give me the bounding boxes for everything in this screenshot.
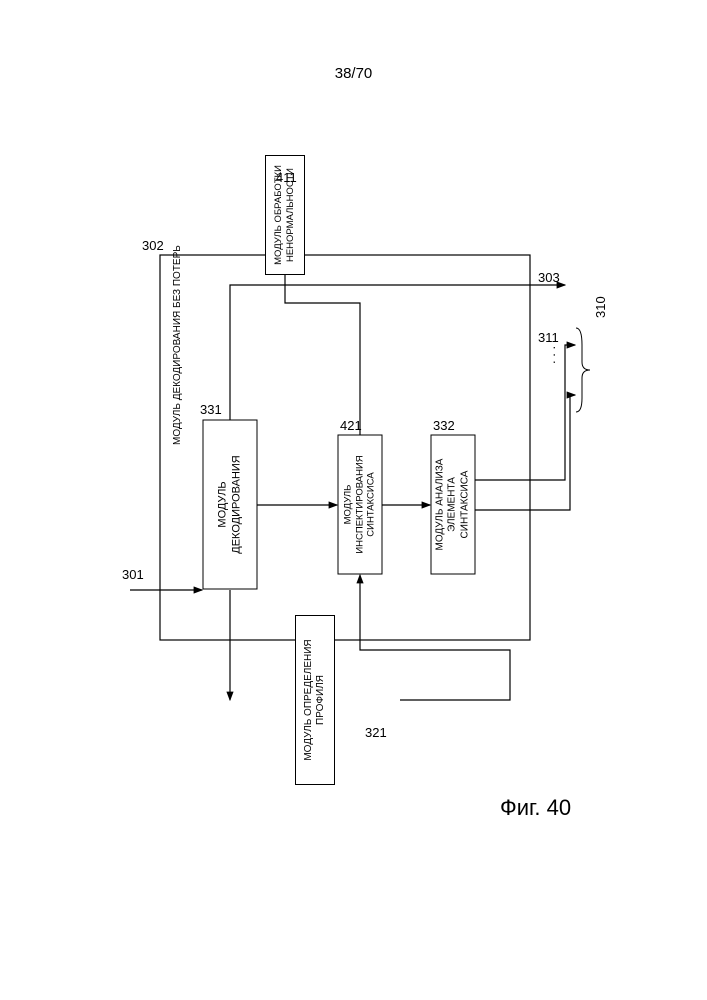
arrow-profile-inspect	[360, 575, 510, 700]
analyze-label: МОДУЛЬ АНАЛИЗА ЭЛЕМЕНТА СИНТАКСИСА	[434, 459, 472, 551]
decode-label: МОДУЛЬ ДЕКОДИРОВАНИЯ	[216, 455, 244, 554]
inspect-node: МОДУЛЬ ИНСПЕКТИРОВАНИЯ СИНТАКСИСА	[338, 435, 383, 575]
output-dots: . . .	[543, 346, 558, 364]
page-number: 38/70	[335, 65, 373, 82]
ref-out310: 310	[593, 296, 608, 318]
ref-abnormality: 411	[276, 170, 297, 185]
block-diagram: МОДУЛЬ ОБРАБОТКИ НЕНОРМАЛЬНОСТИ МОДУЛЬ Д…	[100, 170, 600, 820]
ref-out311: 311	[538, 330, 559, 345]
ref-decode: 331	[200, 402, 222, 417]
ref-inspect: 421	[340, 418, 362, 433]
figure-caption: Фиг. 40	[500, 795, 571, 821]
output-brace	[576, 328, 590, 412]
analyze-node: МОДУЛЬ АНАЛИЗА ЭЛЕМЕНТА СИНТАКСИСА	[431, 435, 476, 575]
ref-input: 301	[122, 567, 144, 582]
ref-analyze: 332	[433, 418, 455, 433]
ref-main: 302	[142, 238, 164, 253]
inspect-label: МОДУЛЬ ИНСПЕКТИРОВАНИЯ СИНТАКСИСА	[342, 455, 378, 553]
ref-profile: 321	[365, 725, 387, 740]
arrow-out-dot	[475, 395, 575, 510]
main-frame-title: МОДУЛЬ ДЕКОДИРОВАНИЯ БЕЗ ПОТЕРЬ	[172, 245, 183, 445]
ref-out303: 303	[538, 270, 560, 285]
profile-label: МОДУЛЬ ОПРЕДЕЛЕНИЯ ПРОФИЛЯ	[303, 639, 328, 760]
decode-node: МОДУЛЬ ДЕКОДИРОВАНИЯ	[203, 420, 258, 590]
arrow-out303	[230, 285, 565, 420]
arrow-out311	[475, 345, 575, 480]
profile-node: МОДУЛЬ ОПРЕДЕЛЕНИЯ ПРОФИЛЯ	[295, 615, 335, 785]
